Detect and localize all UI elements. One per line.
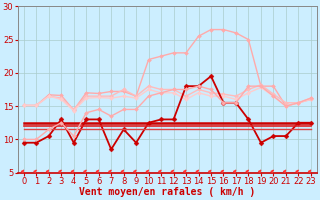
X-axis label: Vent moyen/en rafales ( km/h ): Vent moyen/en rafales ( km/h ) [79, 187, 255, 197]
